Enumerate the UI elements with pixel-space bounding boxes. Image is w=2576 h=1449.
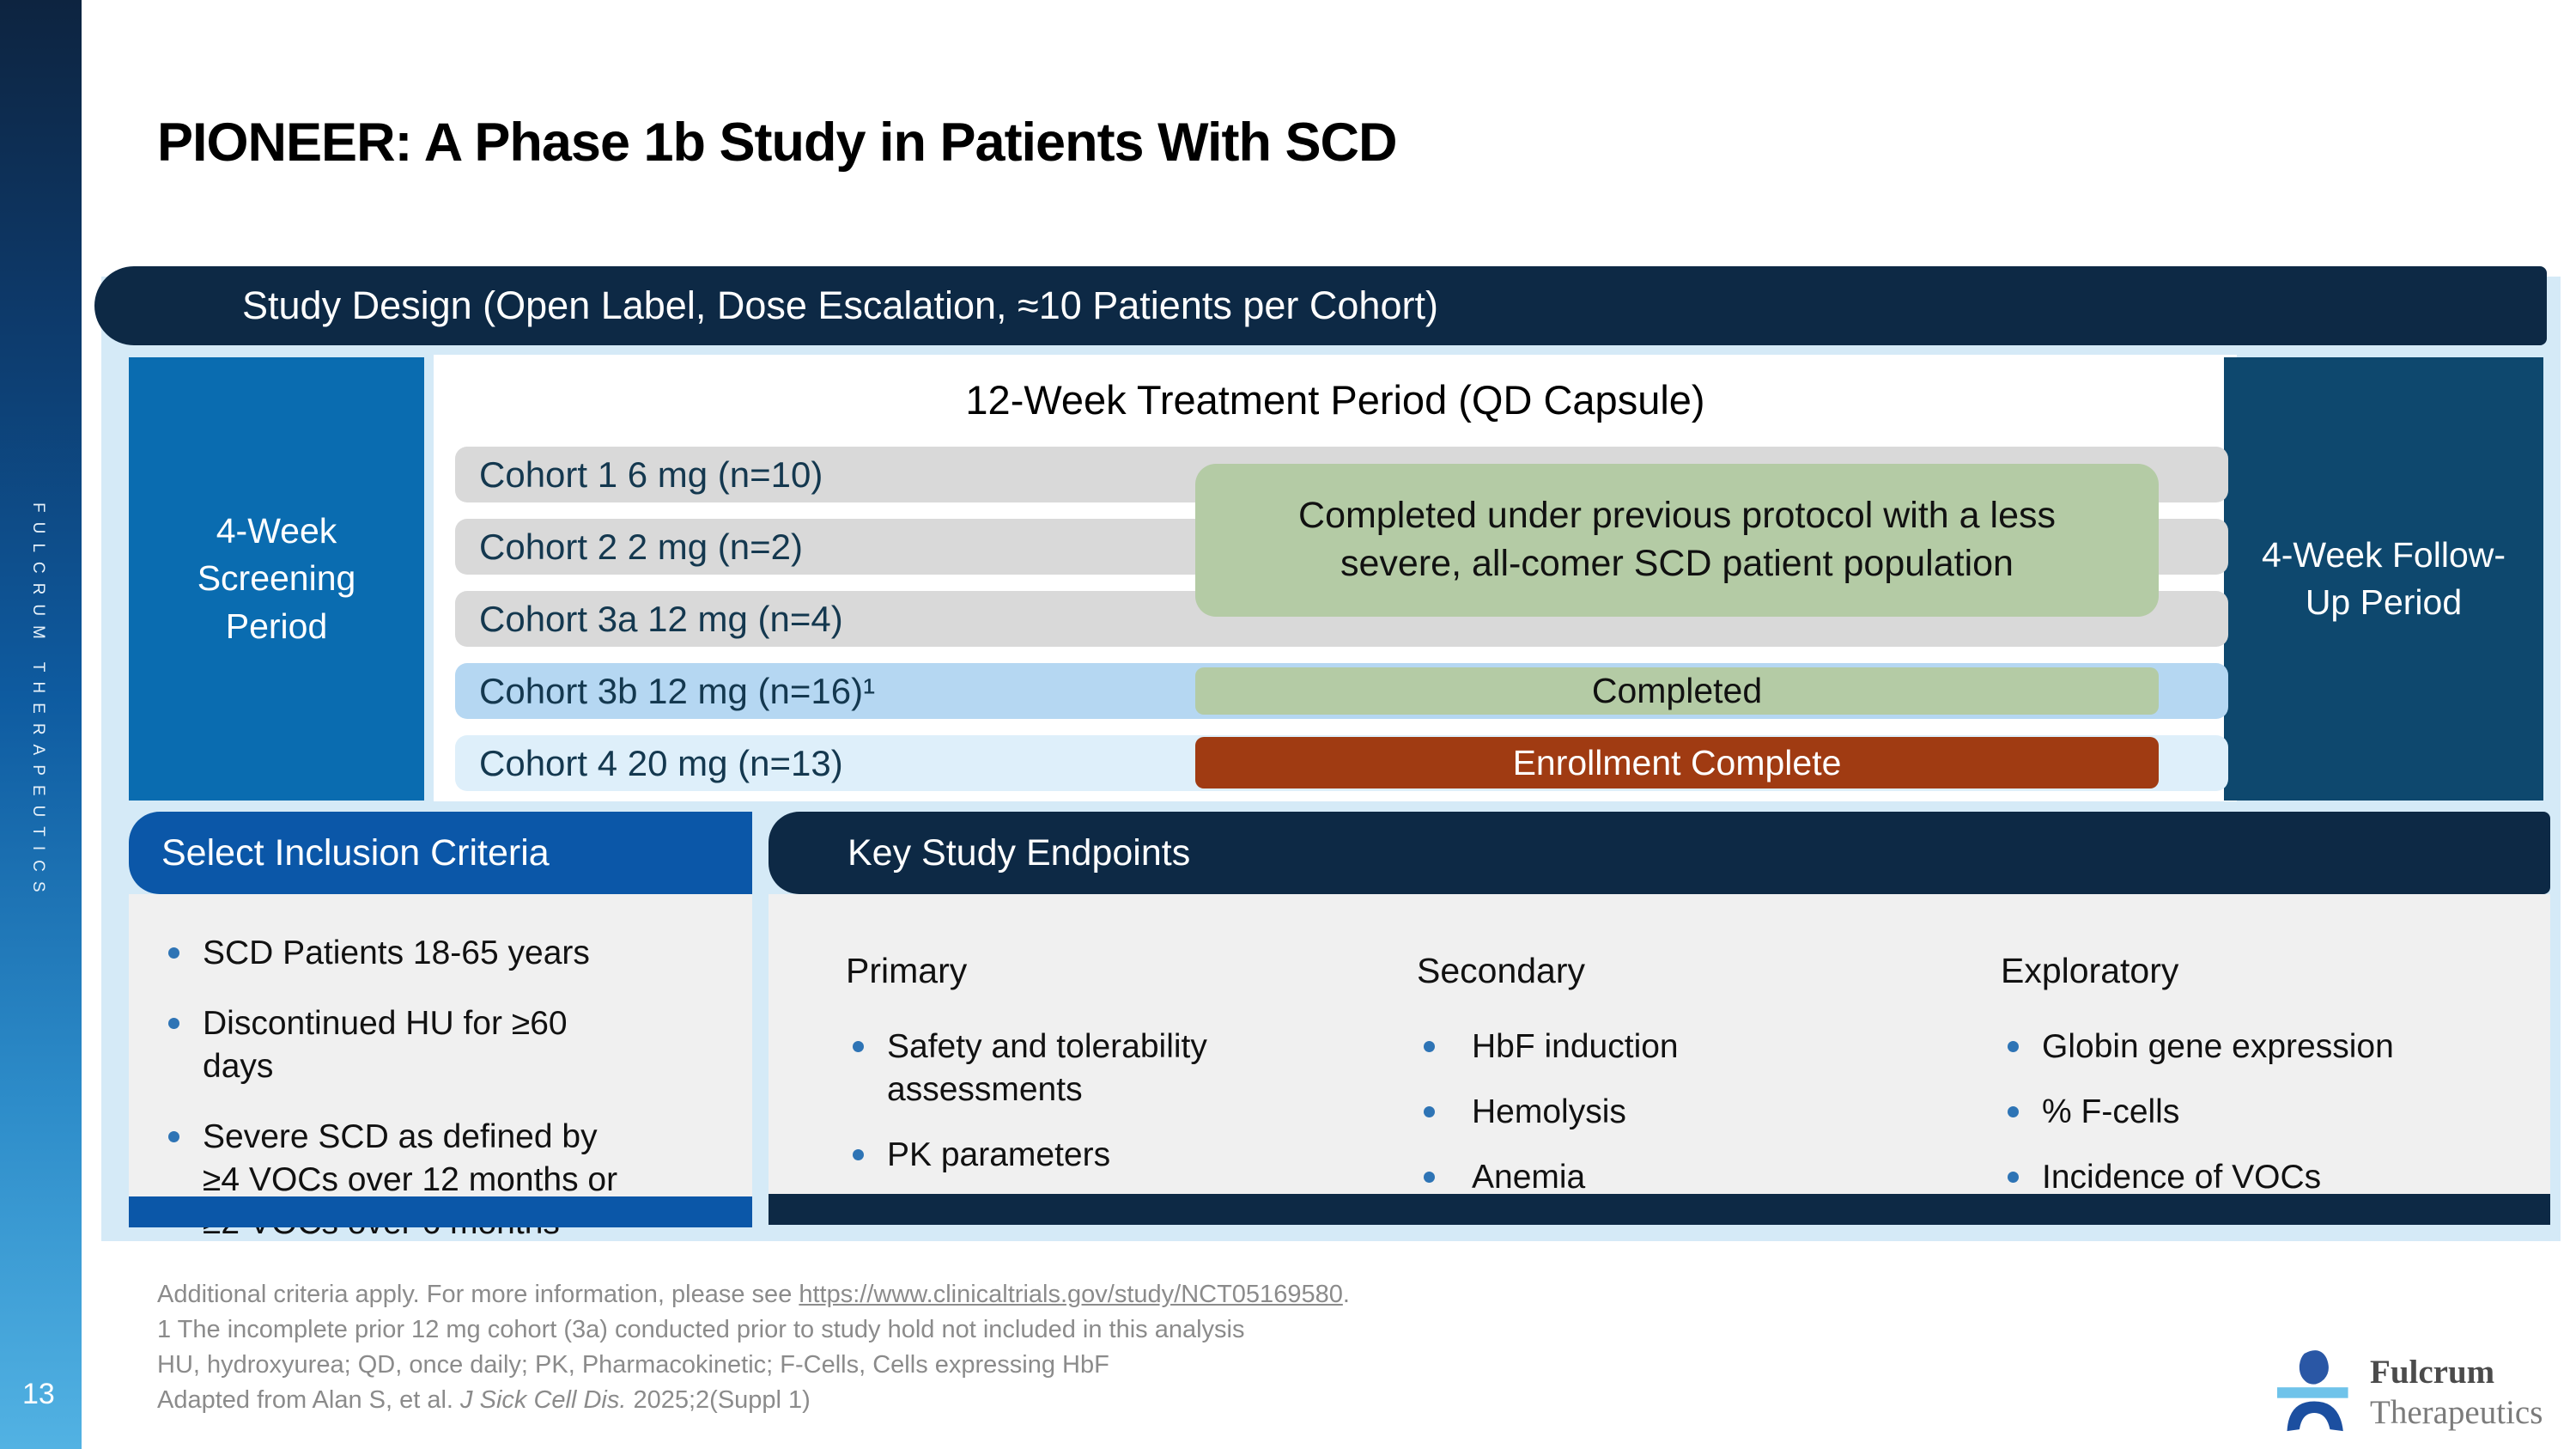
logo-name: Fulcrum	[2370, 1354, 2495, 1391]
page-number: 13	[22, 1378, 55, 1410]
logo-name-secondary: Therapeutics	[2370, 1394, 2543, 1431]
study-design-banner-label: Study Design (Open Label, Dose Escalatio…	[242, 283, 1438, 327]
endpoints-column-title: Secondary	[1417, 951, 1586, 990]
endpoints-column-primary: Primary Safety and tolerability assessme…	[846, 951, 1327, 1199]
followup-period-label: 4-Week Follow-Up Period	[2261, 534, 2506, 622]
endpoint-bullet: Incidence of VOCs	[2001, 1156, 2482, 1199]
completed-status-bar: Completed	[1195, 667, 2159, 715]
footnote-text: Additional criteria apply. For more info…	[157, 1281, 799, 1308]
endpoints-header: Key Study Endpoints	[769, 812, 2550, 894]
cohort-label: Cohort 2 2 mg (n=2)	[479, 526, 804, 567]
inclusion-criteria-header: Select Inclusion Criteria	[129, 812, 752, 894]
study-design-banner: Study Design (Open Label, Dose Escalatio…	[94, 266, 2547, 345]
clinicaltrials-link[interactable]: https://www.clinicaltrials.gov/study/NCT…	[799, 1281, 1343, 1308]
cohort-label: Cohort 3a 12 mg (n=4)	[479, 598, 843, 639]
cohort-label: Cohort 4 20 mg (n=13)	[479, 742, 843, 783]
inclusion-bullet: SCD Patients 18-65 years	[161, 932, 642, 975]
treatment-period-title: 12-Week Treatment Period (QD Capsule)	[965, 377, 1705, 423]
footnote-line: Adapted from Alan S, et al. J Sick Cell …	[157, 1383, 1350, 1418]
inclusion-bullet: Discontinued HU for ≥60 days	[161, 1002, 642, 1088]
fulcrum-logo-icon	[2277, 1350, 2348, 1432]
screening-period-box: 4-Week Screening Period	[129, 357, 424, 801]
screening-period-label: 4-Week Screening Period	[197, 510, 356, 646]
inclusion-criteria-body: SCD Patients 18-65 years Discontinued HU…	[129, 894, 752, 1241]
endpoints-column-exploratory: Exploratory Globin gene expression % F-c…	[2001, 951, 2516, 1221]
footnote-text: 2025;2(Suppl 1)	[626, 1386, 811, 1414]
endpoints-column-title: Exploratory	[2001, 951, 2179, 990]
endpoint-bullet: Hemolysis	[1417, 1091, 1898, 1134]
endpoint-bullet: PK parameters	[846, 1134, 1327, 1177]
footnotes: Additional criteria apply. For more info…	[157, 1277, 1350, 1418]
previous-protocol-note: Completed under previous protocol with a…	[1195, 464, 2159, 617]
endpoint-bullet: Globin gene expression	[2001, 1026, 2482, 1068]
sidebar: FULCRUM THERAPEUTICS 13	[0, 0, 82, 1449]
footnote-citation-journal: J Sick Cell Dis.	[460, 1386, 627, 1414]
page-title: PIONEER: A Phase 1b Study in Patients Wi…	[157, 113, 1397, 173]
footnote-line: Additional criteria apply. For more info…	[157, 1277, 1350, 1312]
endpoints-column-title: Primary	[846, 951, 968, 990]
footnote-text: .	[1342, 1281, 1350, 1308]
sidebar-brand-text: FULCRUM THERAPEUTICS	[29, 502, 47, 902]
followup-period-box: 4-Week Follow-Up Period	[2224, 357, 2543, 801]
logo-wordmark: Fulcrum Therapeutics	[2370, 1355, 2543, 1429]
endpoints-column-secondary: Secondary HbF induction Hemolysis Anemia	[1417, 951, 1898, 1221]
inclusion-criteria-footer-bar	[129, 1196, 752, 1227]
footnote-line: HU, hydroxyurea; QD, once daily; PK, Pha…	[157, 1351, 1109, 1379]
enrollment-complete-status-bar: Enrollment Complete	[1195, 737, 2159, 788]
endpoints-footer-bar	[769, 1194, 2550, 1225]
inclusion-criteria-title: Select Inclusion Criteria	[161, 831, 550, 874]
footnote-text: Adapted from Alan S, et al.	[157, 1386, 461, 1414]
endpoint-bullet: % F-cells	[2001, 1091, 2482, 1134]
endpoints-body: Primary Safety and tolerability assessme…	[769, 894, 2550, 1196]
endpoint-bullet: Safety and tolerability assessments	[846, 1026, 1327, 1111]
endpoint-bullet: HbF induction	[1417, 1026, 1898, 1068]
cohort-label: Cohort 1 6 mg (n=10)	[479, 454, 823, 495]
endpoint-bullet: Anemia	[1417, 1156, 1898, 1199]
endpoints-title: Key Study Endpoints	[848, 831, 1191, 874]
footnote-line: 1 The incomplete prior 12 mg cohort (3a)…	[157, 1316, 1245, 1343]
cohort-label: Cohort 3b 12 mg (n=16)¹	[479, 670, 876, 711]
